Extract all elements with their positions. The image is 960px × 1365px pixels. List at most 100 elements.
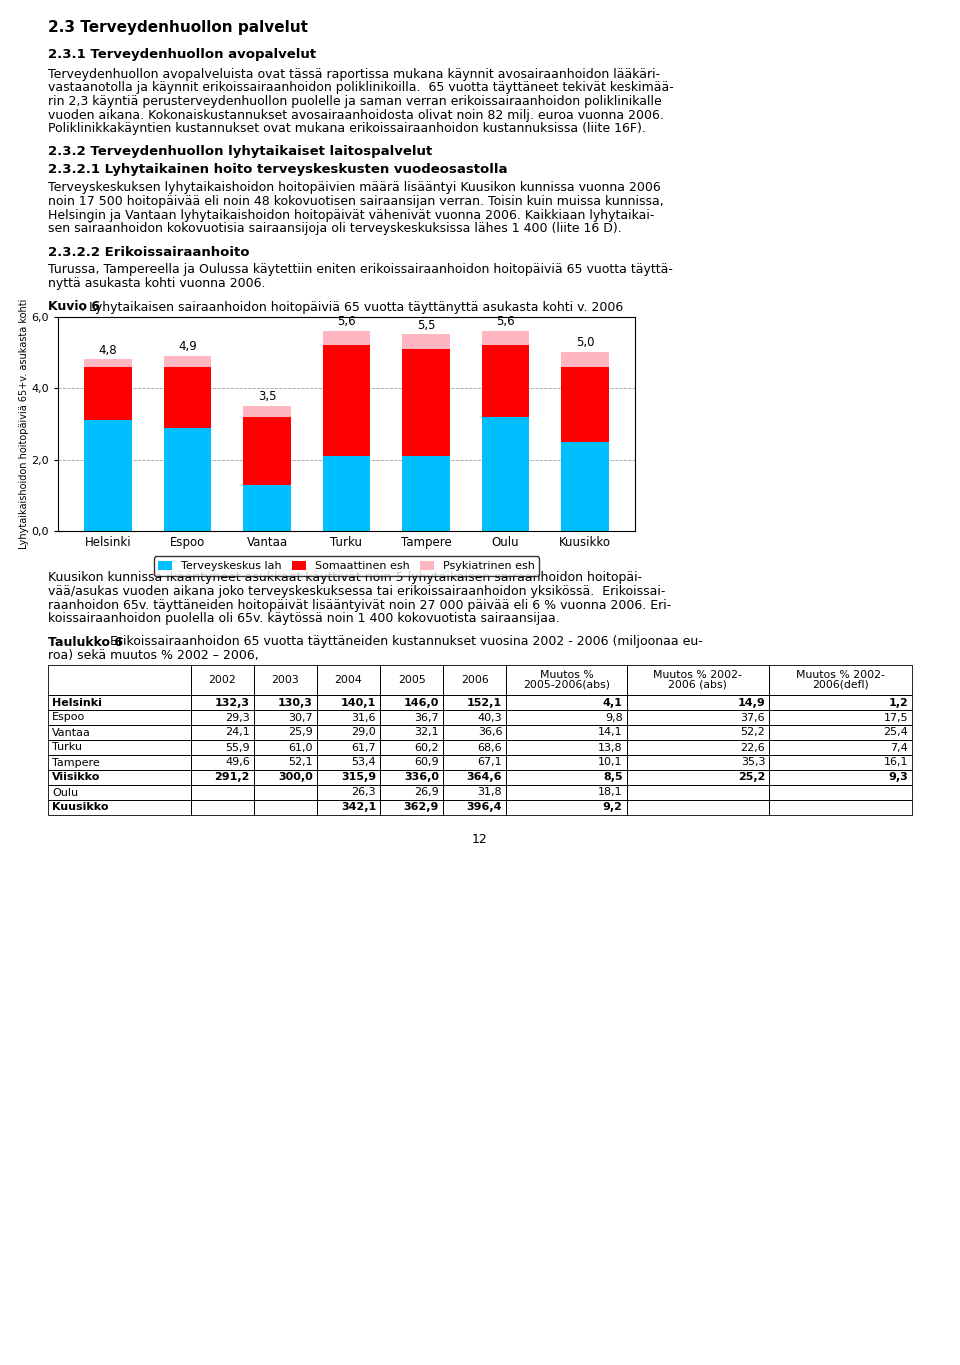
Bar: [323, 345, 371, 456]
Text: 4,9: 4,9: [179, 340, 197, 354]
Text: 5,6: 5,6: [337, 315, 356, 328]
Text: 52,1: 52,1: [288, 758, 313, 767]
Bar: [253, 695, 317, 710]
Bar: [380, 665, 444, 695]
Bar: [444, 770, 506, 785]
Text: 396,4: 396,4: [467, 803, 502, 812]
Text: 61,0: 61,0: [288, 743, 313, 752]
Text: . Erikoissairaanhoidon 65 vuotta täyttäneiden kustannukset vuosina 2002 - 2006 (: . Erikoissairaanhoidon 65 vuotta täyttän…: [102, 636, 703, 648]
Bar: [482, 345, 529, 416]
Text: Muutos % 2002-: Muutos % 2002-: [654, 670, 742, 681]
Bar: [482, 416, 529, 531]
Text: 17,5: 17,5: [883, 713, 908, 722]
Text: 7,4: 7,4: [890, 743, 908, 752]
Text: 4,8: 4,8: [99, 344, 117, 356]
Text: Viisikko: Viisikko: [52, 773, 101, 782]
Text: Vantaa: Vantaa: [52, 728, 91, 737]
Text: nyttä asukasta kohti vuonna 2006.: nyttä asukasta kohti vuonna 2006.: [48, 277, 266, 289]
Bar: [243, 416, 291, 485]
Bar: [444, 665, 506, 695]
Text: 146,0: 146,0: [404, 698, 439, 707]
Legend: Terveyskeskus lah, Somaattinen esh, Psykiatrinen esh: Terveyskeskus lah, Somaattinen esh, Psyk…: [154, 557, 539, 576]
Text: Muutos % 2002-: Muutos % 2002-: [796, 670, 885, 681]
Text: 53,4: 53,4: [351, 758, 376, 767]
Text: 36,6: 36,6: [478, 728, 502, 737]
Bar: [84, 359, 132, 367]
Bar: [317, 725, 380, 740]
Text: 291,2: 291,2: [214, 773, 250, 782]
Bar: [317, 695, 380, 710]
Text: sen sairaanhoidon kokovuotisia sairaansijoja oli terveyskeskuksissa lähes 1 400 : sen sairaanhoidon kokovuotisia sairaansi…: [48, 222, 622, 235]
Text: 130,3: 130,3: [278, 698, 313, 707]
Bar: [627, 755, 769, 770]
Bar: [506, 770, 627, 785]
Text: 2004: 2004: [335, 676, 362, 685]
Bar: [769, 755, 912, 770]
Bar: [323, 456, 371, 531]
Bar: [506, 695, 627, 710]
Text: 12: 12: [472, 833, 488, 846]
Bar: [506, 755, 627, 770]
Bar: [627, 785, 769, 800]
Bar: [444, 725, 506, 740]
Text: 140,1: 140,1: [341, 698, 376, 707]
Text: 49,6: 49,6: [225, 758, 250, 767]
Bar: [444, 740, 506, 755]
Bar: [769, 740, 912, 755]
Bar: [191, 725, 253, 740]
Bar: [444, 710, 506, 725]
Text: 3,5: 3,5: [258, 390, 276, 403]
Text: Helsinki: Helsinki: [52, 698, 102, 707]
Text: 14,1: 14,1: [598, 728, 622, 737]
Text: Oulu: Oulu: [52, 788, 78, 797]
Text: 2006: 2006: [461, 676, 489, 685]
Text: 24,1: 24,1: [225, 728, 250, 737]
Bar: [48, 770, 191, 785]
Bar: [506, 785, 627, 800]
Text: Kuusikko: Kuusikko: [52, 803, 108, 812]
Bar: [48, 740, 191, 755]
Text: vastaanotolla ja käynnit erikoissairaanhoidon poliklinikoilla.  65 vuotta täyttä: vastaanotolla ja käynnit erikoissairaanh…: [48, 82, 674, 94]
Bar: [380, 800, 444, 815]
Bar: [769, 770, 912, 785]
Bar: [191, 710, 253, 725]
Bar: [191, 770, 253, 785]
Bar: [769, 800, 912, 815]
Bar: [627, 665, 769, 695]
Text: 2006 (abs): 2006 (abs): [668, 680, 728, 689]
Bar: [48, 725, 191, 740]
Bar: [402, 334, 450, 348]
Bar: [506, 665, 627, 695]
Bar: [380, 695, 444, 710]
Bar: [627, 695, 769, 710]
Text: 5,5: 5,5: [417, 318, 435, 332]
Bar: [627, 725, 769, 740]
Text: Tampere: Tampere: [52, 758, 100, 767]
Bar: [380, 710, 444, 725]
Bar: [48, 665, 191, 695]
Bar: [253, 800, 317, 815]
Bar: [769, 710, 912, 725]
Text: 37,6: 37,6: [740, 713, 765, 722]
Text: 2.3 Terveydenhuollon palvelut: 2.3 Terveydenhuollon palvelut: [48, 20, 308, 35]
Bar: [402, 348, 450, 456]
Bar: [48, 800, 191, 815]
Text: 315,9: 315,9: [341, 773, 376, 782]
Text: 132,3: 132,3: [215, 698, 250, 707]
Text: . Lyhytaikaisen sairaanhoidon hoitopäiviä 65 vuotta täyttänyttä asukasta kohti v: . Lyhytaikaisen sairaanhoidon hoitopäivi…: [81, 300, 623, 314]
Text: 5,0: 5,0: [576, 336, 594, 349]
Text: 26,9: 26,9: [415, 788, 439, 797]
Bar: [561, 352, 609, 367]
Bar: [164, 427, 211, 531]
Bar: [253, 665, 317, 695]
Text: Poliklinikkakäyntien kustannukset ovat mukana erikoissairaanhoidon kustannuksiss: Poliklinikkakäyntien kustannukset ovat m…: [48, 121, 646, 135]
Text: 9,8: 9,8: [605, 713, 622, 722]
Bar: [506, 725, 627, 740]
Text: 1,2: 1,2: [888, 698, 908, 707]
Bar: [317, 710, 380, 725]
Bar: [48, 710, 191, 725]
Text: 152,1: 152,1: [468, 698, 502, 707]
Bar: [561, 442, 609, 531]
Bar: [444, 755, 506, 770]
Text: koissairaanhoidon puolella oli 65v. käytössä noin 1 400 kokovuotista sairaansija: koissairaanhoidon puolella oli 65v. käyt…: [48, 612, 560, 625]
